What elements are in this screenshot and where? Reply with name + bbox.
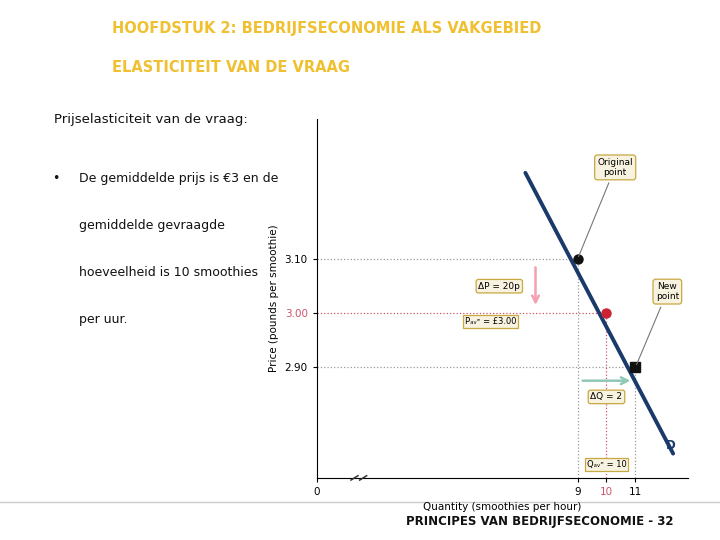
Text: Original
point: Original point: [579, 158, 633, 256]
Text: Prijselasticiteit van de vraag:: Prijselasticiteit van de vraag:: [54, 113, 248, 126]
Y-axis label: Price (pounds per smoothie): Price (pounds per smoothie): [269, 225, 279, 372]
Text: ΔP = 20p: ΔP = 20p: [478, 282, 521, 291]
Text: gemiddelde gevraagde: gemiddelde gevraagde: [79, 219, 225, 232]
Text: per uur.: per uur.: [79, 313, 127, 326]
X-axis label: Quantity (smoothies per hour): Quantity (smoothies per hour): [423, 503, 581, 512]
Text: hoeveelheid is 10 smoothies: hoeveelheid is 10 smoothies: [79, 266, 258, 279]
Text: Pₐᵥᵉ = £3.00: Pₐᵥᵉ = £3.00: [465, 317, 516, 326]
Text: ELASTICITEIT VAN DE VRAAG: ELASTICITEIT VAN DE VRAAG: [112, 60, 350, 75]
Text: Qₐᵥᵉ = 10: Qₐᵥᵉ = 10: [587, 460, 626, 469]
Text: New
point: New point: [636, 282, 679, 364]
Text: HOOFDSTUK 2: BEDRIJFSECONOMIE ALS VAKGEBIED: HOOFDSTUK 2: BEDRIJFSECONOMIE ALS VAKGEB…: [112, 22, 541, 36]
Text: PRINCIPES VAN BEDRIJFSECONOMIE - 32: PRINCIPES VAN BEDRIJFSECONOMIE - 32: [406, 515, 674, 528]
Text: De gemiddelde prijs is €3 en de: De gemiddelde prijs is €3 en de: [79, 172, 279, 185]
Text: •: •: [52, 172, 59, 185]
Text: ΔQ = 2: ΔQ = 2: [590, 393, 623, 401]
Text: D: D: [666, 439, 675, 452]
